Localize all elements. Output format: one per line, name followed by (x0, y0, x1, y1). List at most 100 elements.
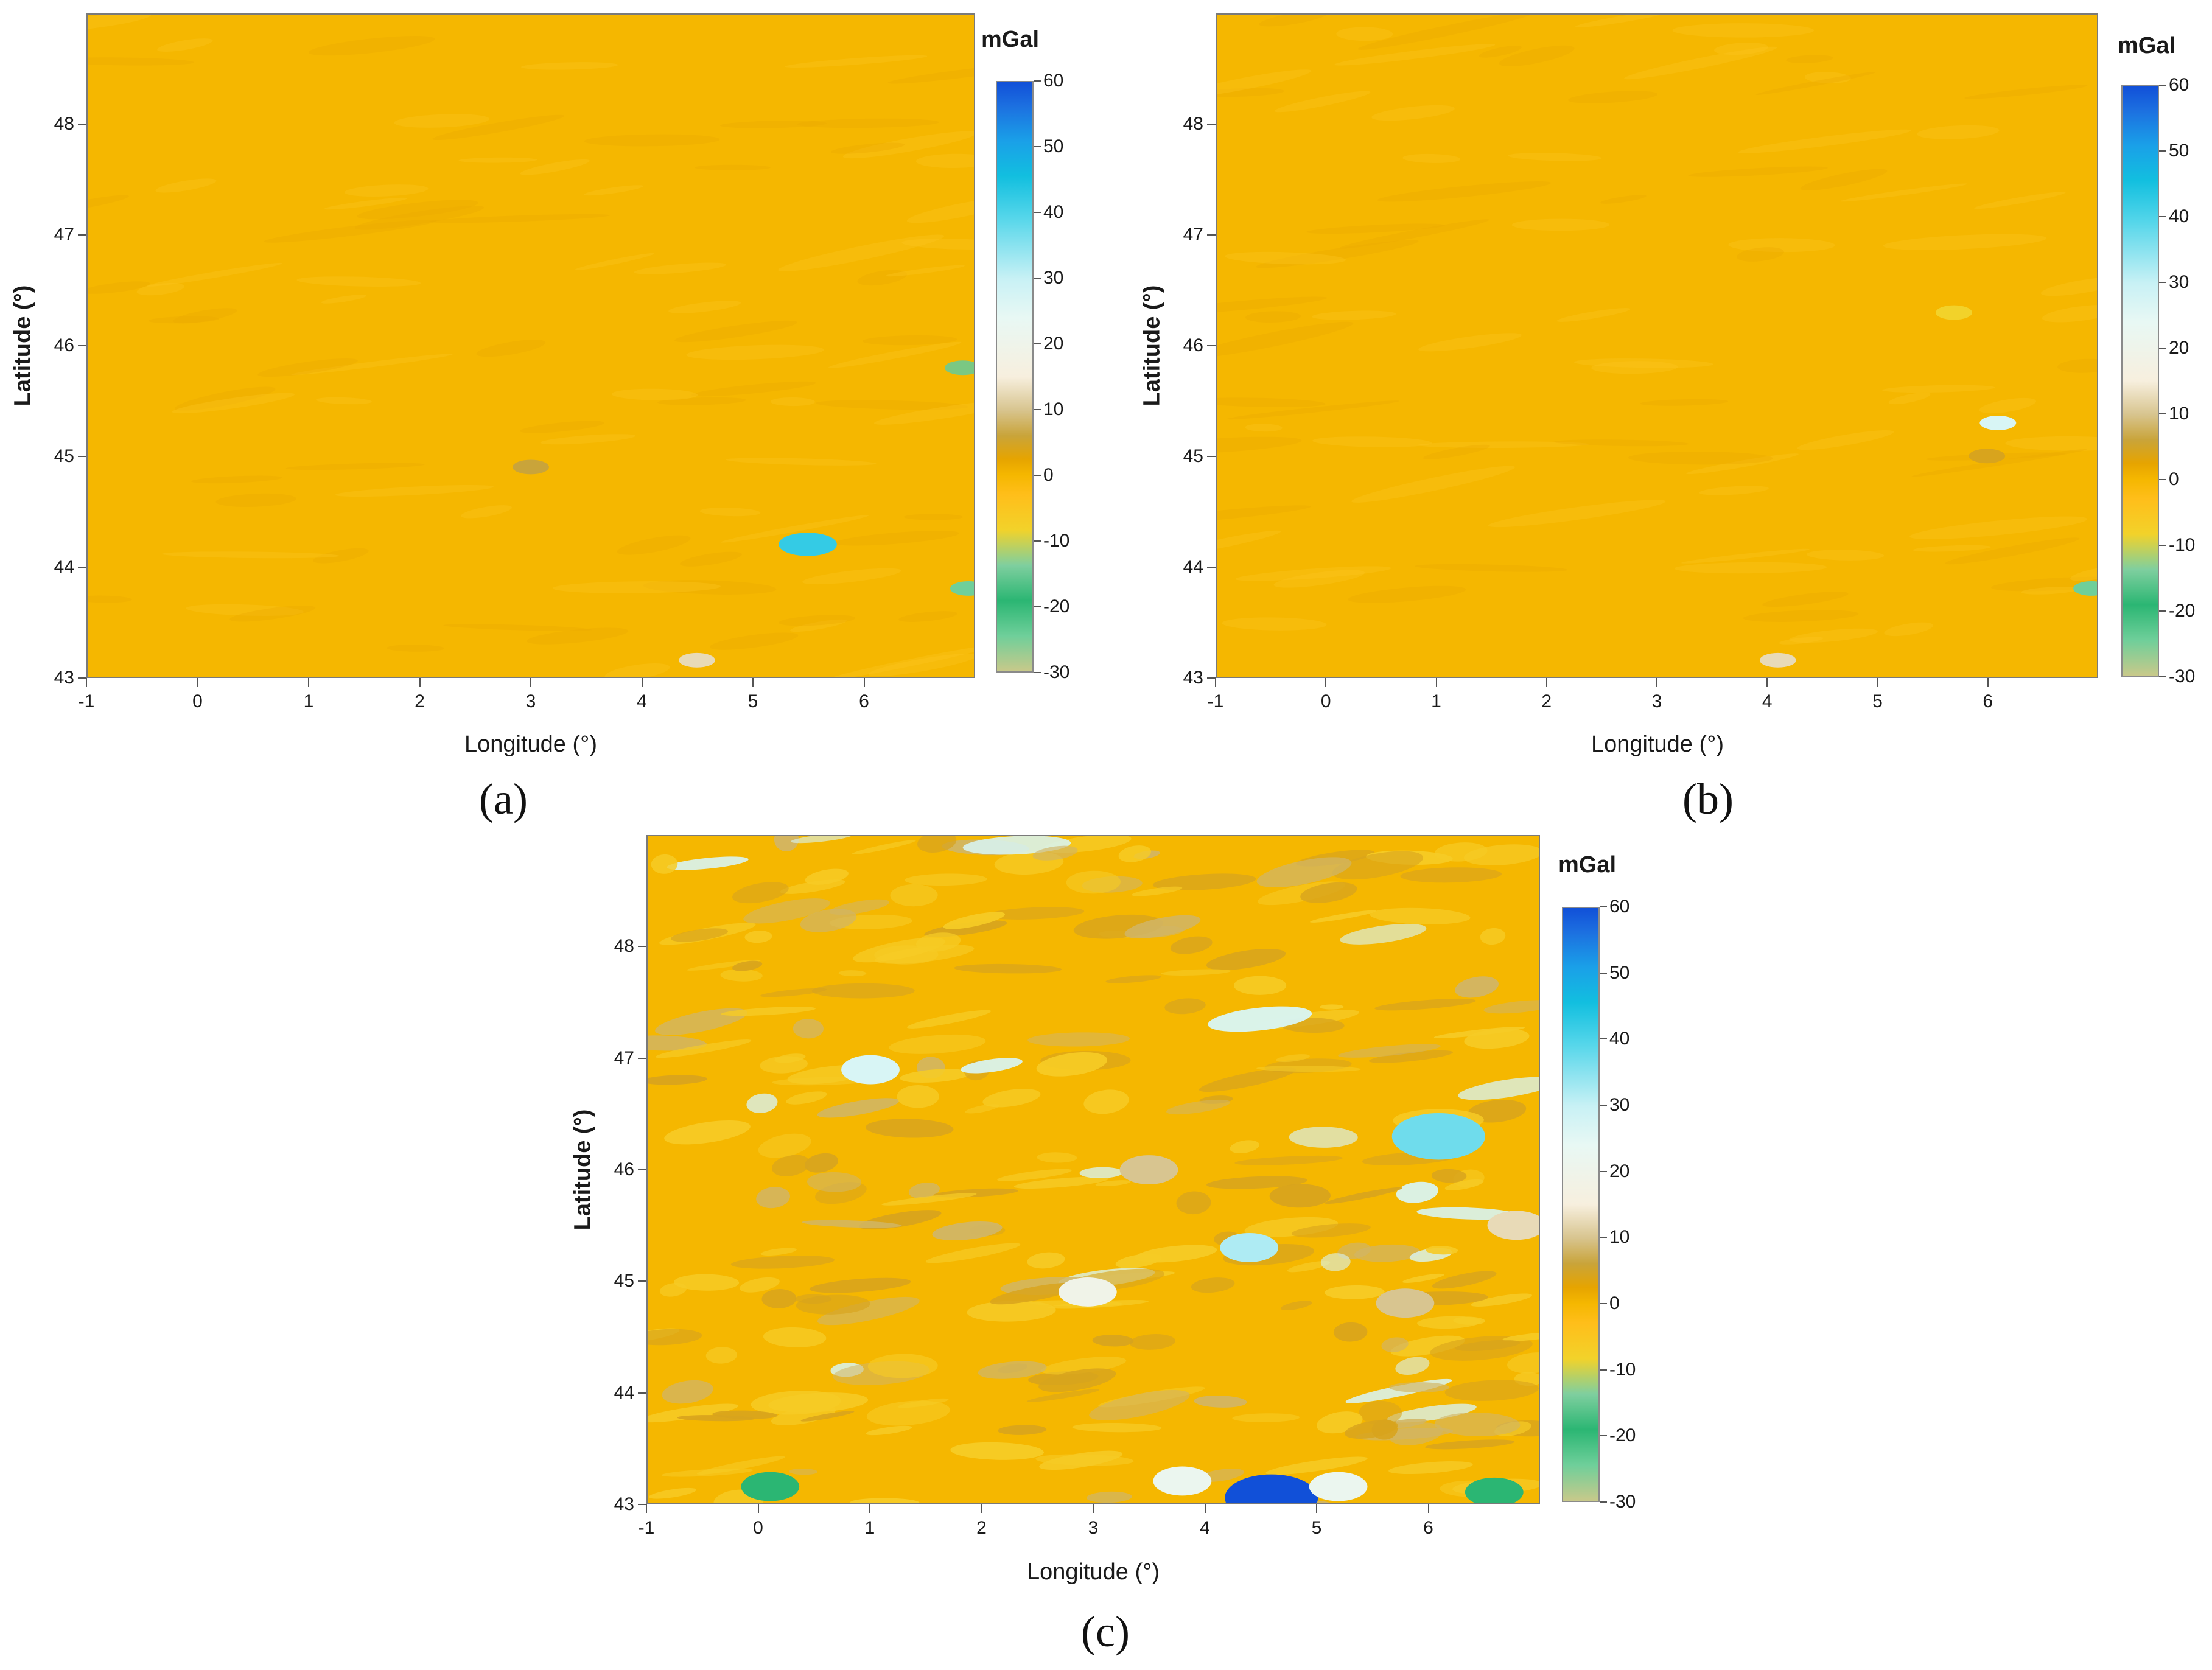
texture-streak (802, 568, 901, 585)
x-tick-mark (863, 678, 865, 687)
texture-streak (1370, 907, 1471, 924)
texture-streak (1337, 1242, 1371, 1259)
colorbar-tick-mark (1034, 146, 1041, 147)
texture-streak (648, 1329, 702, 1346)
texture-streak (746, 1093, 778, 1113)
texture-streak (175, 386, 276, 411)
texture-streak (1105, 975, 1161, 983)
texture-streak (1499, 45, 1575, 66)
texture-streak (695, 164, 771, 170)
texture-streak (1884, 622, 1933, 637)
texture-streak (1334, 44, 1496, 66)
texture-streak (1714, 43, 1768, 55)
texture-streak (1324, 1285, 1385, 1299)
colorbar-unit: mGal (1558, 852, 1617, 878)
texture-streak (1804, 72, 1851, 84)
y-tick-mark (1207, 124, 1216, 125)
anomaly-feature (1936, 305, 1972, 320)
texture-streak (1377, 181, 1551, 202)
texture-streak (774, 836, 799, 852)
x-tick-mark (419, 678, 421, 687)
colorbar-tick-mark (1600, 1303, 1607, 1304)
y-tick-label: 43 (54, 668, 74, 688)
texture-streak (1036, 1052, 1108, 1077)
texture-streak (88, 281, 150, 294)
texture-streak (943, 912, 1005, 929)
texture-streak (705, 1347, 737, 1364)
colorbar-tick-label: 30 (2169, 272, 2189, 292)
texture-streak (1640, 399, 1729, 406)
y-tick-mark (78, 567, 86, 568)
texture-streak (1418, 333, 1522, 352)
texture-streak (354, 206, 485, 230)
texture-streak (967, 1301, 1056, 1322)
texture-streak (296, 276, 421, 287)
texture-streak (709, 632, 799, 650)
texture-streak (1166, 1099, 1231, 1115)
anomaly-feature (841, 1055, 900, 1085)
texture-streak (291, 354, 453, 376)
texture-streak (1072, 1422, 1162, 1433)
x-tick-label: 2 (415, 691, 425, 711)
texture-streak (802, 1220, 902, 1228)
y-tick-mark (638, 1169, 646, 1170)
texture-streak (1728, 238, 1835, 253)
texture-streak (982, 1089, 1041, 1108)
texture-streak (768, 1392, 869, 1413)
x-tick-label: 3 (1088, 1518, 1099, 1538)
texture-streak (1191, 1277, 1235, 1293)
colorbar-tick-mark (1034, 540, 1041, 542)
texture-streak (978, 1361, 1047, 1379)
texture-streak (1368, 1050, 1454, 1063)
x-tick-label: 5 (1872, 691, 1883, 711)
texture-streak (1217, 397, 1326, 407)
texture-streak (157, 38, 213, 52)
texture-streak (1395, 1357, 1430, 1375)
texture-streak (1232, 1413, 1300, 1422)
texture-streak (651, 854, 678, 874)
texture-streak (834, 530, 959, 546)
texture-streak (791, 836, 853, 844)
texture-streak (1038, 1368, 1116, 1392)
texture-streak (1245, 311, 1301, 323)
colorbar-tick-mark (1600, 1038, 1607, 1040)
texture-streak (1575, 15, 1671, 27)
texture-streak (458, 157, 537, 163)
colorbar-tick-mark (1034, 475, 1041, 476)
texture-streak (1911, 449, 2087, 477)
texture-streak (1567, 91, 1658, 103)
texture-streak (1806, 550, 1885, 561)
x-tick-mark (1204, 1504, 1206, 1513)
texture-streak (1964, 85, 2088, 99)
colorbar-tick-label: 10 (1043, 399, 1064, 419)
y-tick-mark (638, 1392, 646, 1394)
texture-streak (1170, 936, 1213, 954)
texture-streak (990, 1282, 1080, 1305)
texture-streak (155, 178, 217, 193)
y-tick-label: 48 (614, 936, 634, 957)
texture-streak (739, 1277, 780, 1293)
texture-streak (540, 434, 635, 445)
texture-streak (1789, 628, 1878, 643)
panel-caption: (b) (1682, 775, 1734, 823)
y-axis-label: Latitude (°) (570, 1109, 596, 1231)
texture-streak (344, 184, 429, 197)
texture-streak (816, 400, 968, 410)
texture-streak (476, 340, 546, 357)
x-axis-label: Longitude (°) (464, 732, 597, 757)
texture-streak (763, 1327, 827, 1347)
texture-streak (1917, 125, 2000, 139)
y-tick-label: 43 (614, 1494, 634, 1514)
colorbar-tick-mark (1600, 972, 1607, 974)
texture-streak (1037, 1152, 1077, 1163)
colorbar-tick-label: -30 (2169, 666, 2196, 687)
texture-streak (1455, 976, 1499, 998)
texture-streak (842, 131, 974, 159)
x-tick-label: 5 (747, 691, 758, 711)
colorbar (2121, 85, 2159, 677)
texture-streak (1453, 1316, 1485, 1325)
texture-streak (1402, 1273, 1444, 1283)
texture-streak (1672, 23, 1815, 38)
texture-streak (925, 1243, 1021, 1263)
texture-streak (671, 928, 729, 942)
